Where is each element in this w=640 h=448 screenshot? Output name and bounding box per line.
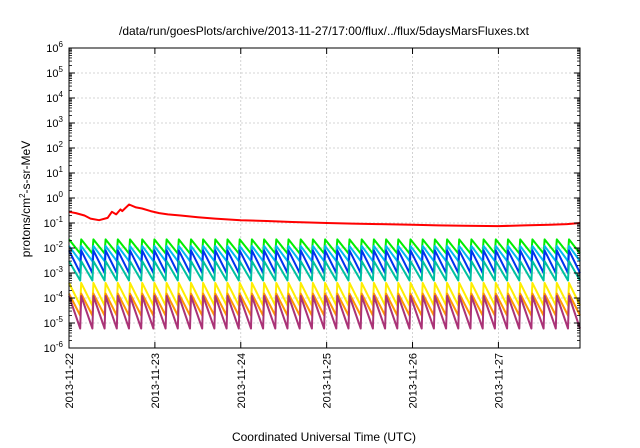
- y-tick-label: 10-1: [44, 215, 64, 230]
- y-tick-label: 101: [46, 165, 63, 180]
- x-tick-label: 2013-11-26: [408, 353, 420, 408]
- y-tick-label: 103: [46, 115, 63, 130]
- x-tick-label: 2013-11-27: [493, 353, 505, 408]
- series-lines: [68, 203, 581, 330]
- x-tick-label: 2013-11-25: [322, 353, 334, 408]
- x-axis-ticks: 2013-11-22 2013-11-23 2013-11-24 2013-11-25…: [64, 48, 505, 408]
- x-axis-label: Coordinated Universal Time (UTC): [232, 430, 416, 444]
- y-tick-label: 10-3: [44, 265, 64, 280]
- y-tick-label: 10-4: [44, 290, 64, 305]
- x-tick-label: 2013-11-23: [150, 353, 162, 408]
- y-tick-label: 105: [46, 65, 63, 80]
- y-axis-ticks: 106 105 104 103 102 101 100 10-1 10-2 10-3 10-4 10-…: [44, 40, 580, 355]
- y-tick-label: 100: [46, 190, 63, 205]
- series-line: [68, 260, 581, 282]
- series-line: [68, 203, 581, 228]
- y-axis-label: protons/cm2-s-sr-MeV: [18, 141, 33, 257]
- series-line: [68, 295, 581, 330]
- x-tick-label: 2013-11-24: [236, 353, 248, 408]
- chart-title: /data/run/goesPlots/archive/2013-11-27/1…: [119, 24, 530, 38]
- y-tick-label: 10-2: [44, 240, 64, 255]
- y-tick-label: 10-5: [44, 315, 64, 330]
- y-tick-label: 106: [46, 40, 63, 55]
- y-tick-label: 102: [46, 140, 63, 155]
- y-tick-label: 104: [46, 90, 63, 105]
- y-tick-label: 10-6: [44, 340, 64, 355]
- x-tick-label: 2013-11-22: [64, 353, 76, 408]
